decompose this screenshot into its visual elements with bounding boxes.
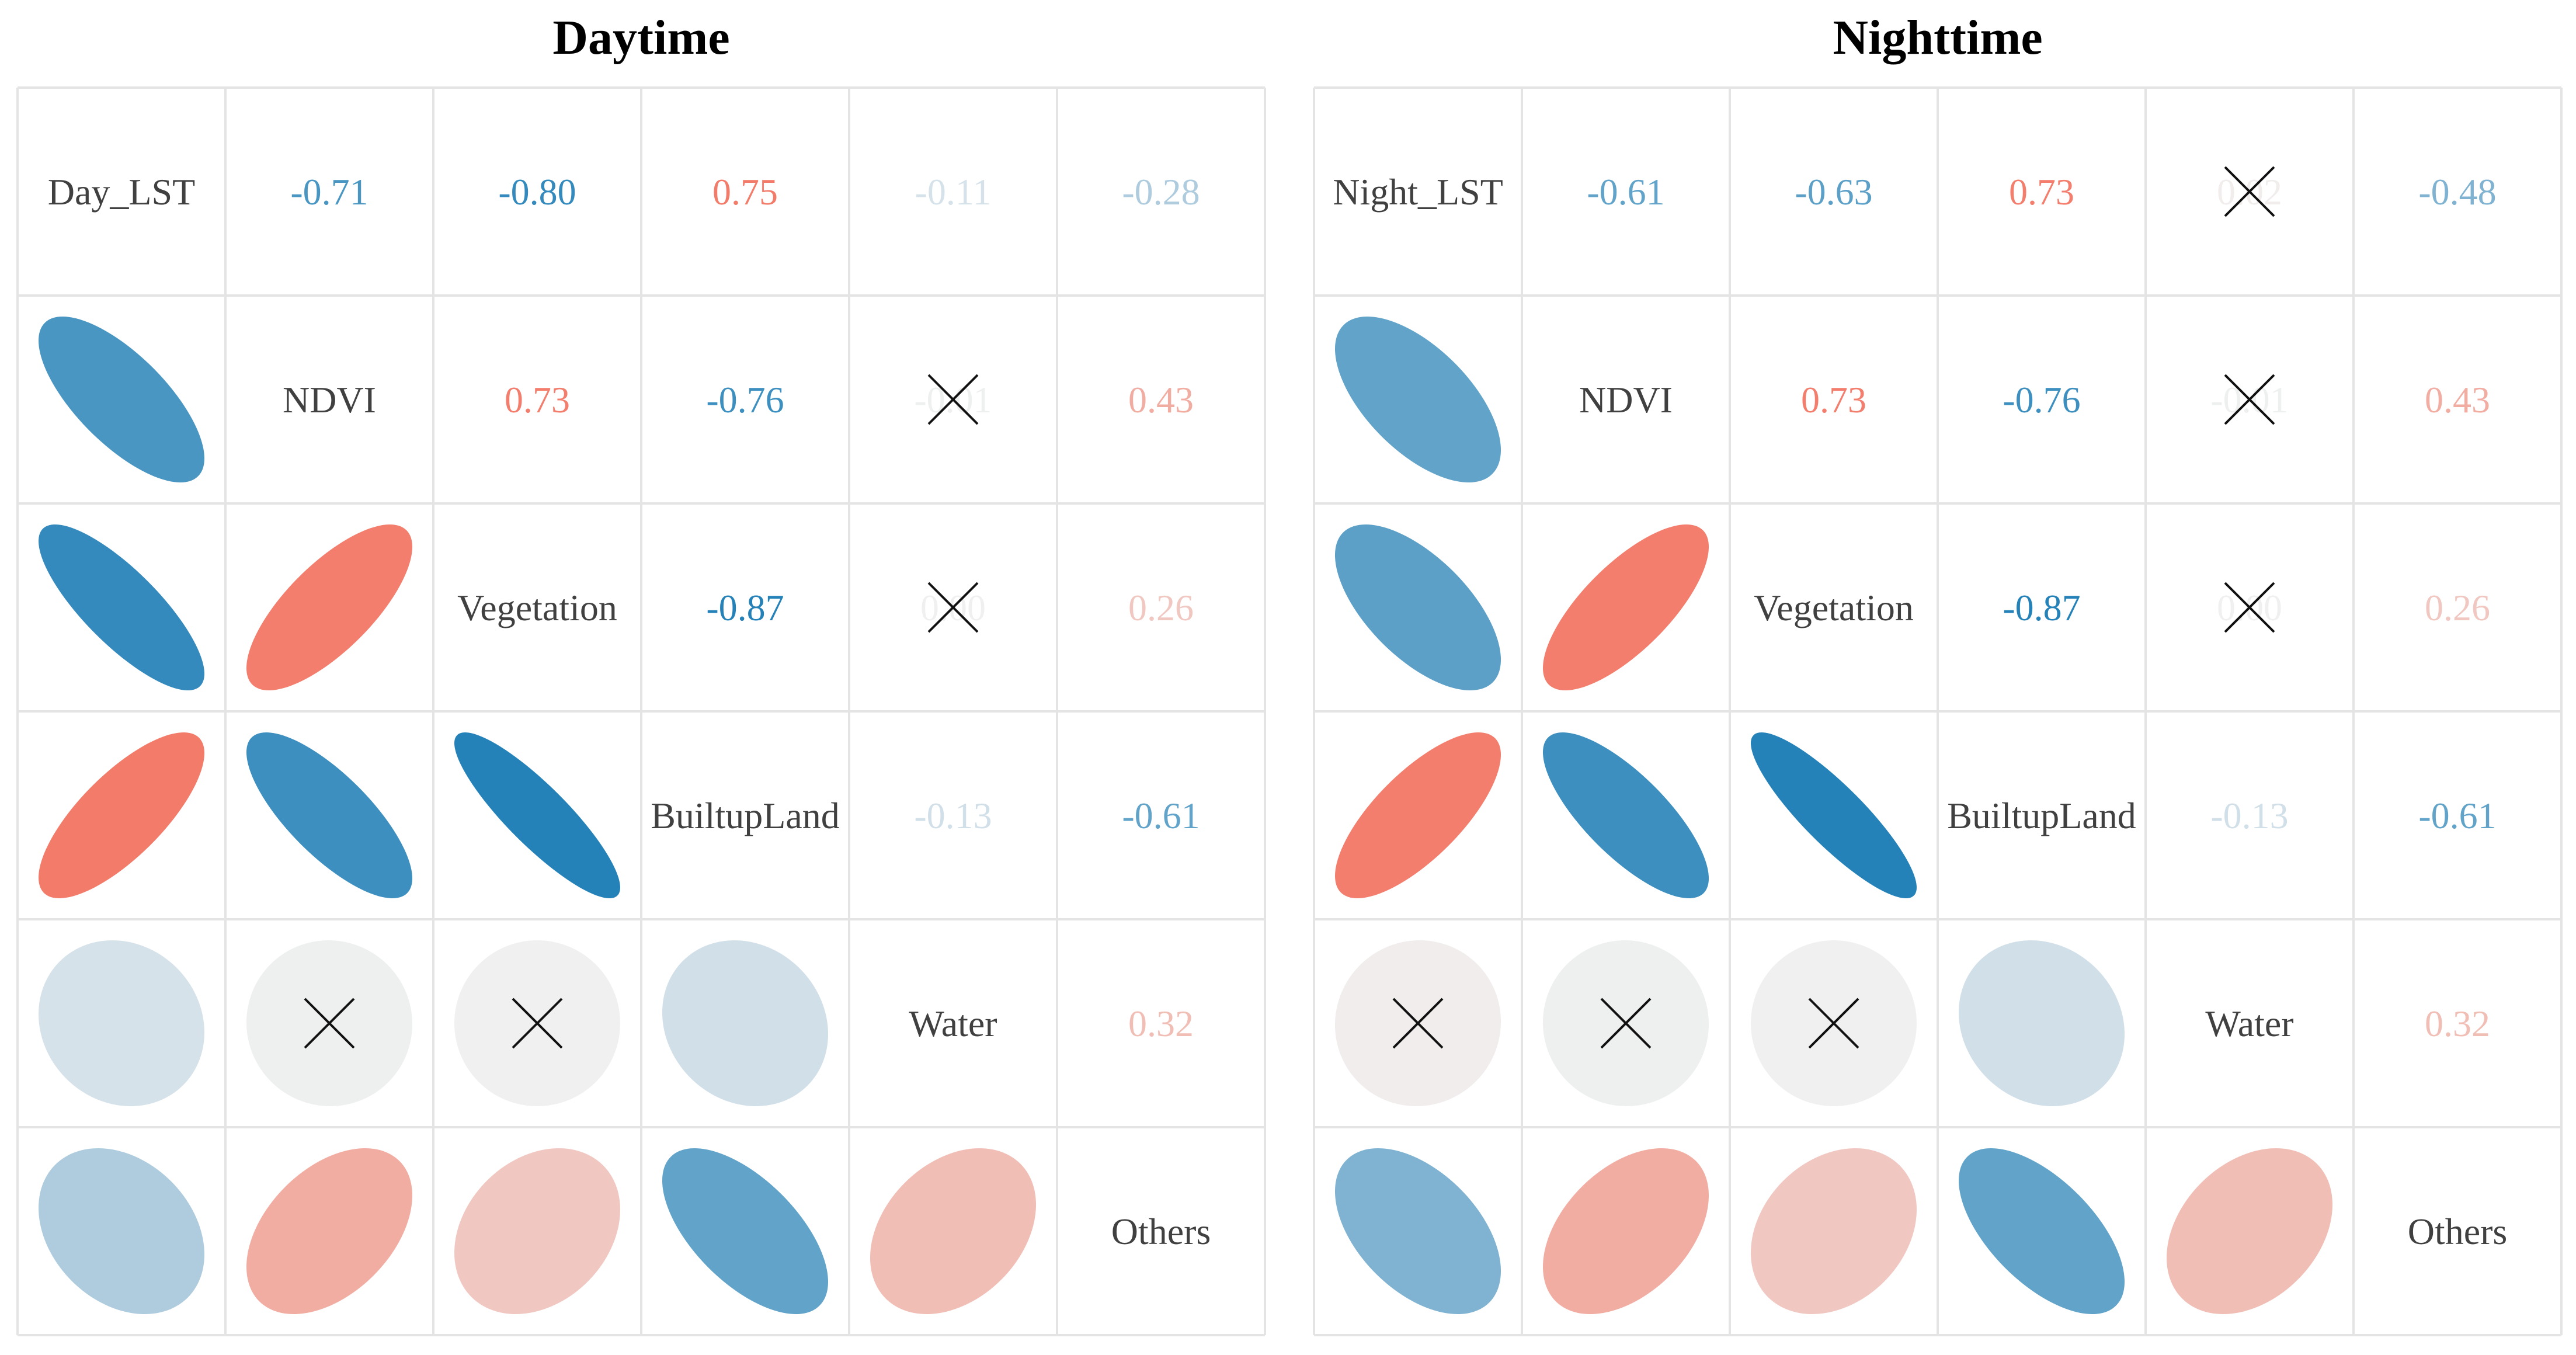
insignificant-cross	[2224, 374, 2275, 425]
correlation-ellipse	[1750, 732, 1917, 898]
coefficient-label: -0.76	[706, 379, 784, 421]
variable-label: Water	[909, 1003, 997, 1044]
grid	[1313, 86, 2563, 1336]
coefficient-label: -0.13	[914, 795, 992, 836]
variable-label: BuiltupLand	[1947, 795, 2136, 836]
grid	[16, 86, 1266, 1336]
variable-label: Night_LST	[1333, 171, 1503, 213]
coefficient-label: -0.63	[1795, 171, 1872, 213]
insignificant-cross	[2224, 166, 2275, 217]
insignificant-cross	[1392, 998, 1444, 1049]
panel-title: Daytime	[552, 11, 729, 65]
coefficient-label: 0.26	[2425, 587, 2490, 628]
correlation-ellipse	[454, 1148, 620, 1314]
coefficient-label: -0.61	[1122, 795, 1200, 836]
cross-stroke	[927, 582, 979, 633]
coefficient-label: -0.28	[1122, 171, 1200, 213]
correlation-ellipse	[1543, 524, 1709, 690]
insignificant-cross	[304, 998, 355, 1049]
coefficient-label: -0.87	[706, 587, 784, 628]
correlation-ellipse	[662, 940, 828, 1106]
insignificant-cross	[512, 998, 563, 1049]
correlation-ellipse	[39, 940, 204, 1106]
cross-stroke	[512, 998, 563, 1049]
correlation-ellipse	[39, 732, 204, 898]
variable-label: BuiltupLand	[651, 795, 840, 836]
variable-label: Vegetation	[1754, 587, 1914, 628]
coefficient-label: -0.87	[2003, 587, 2080, 628]
correlation-ellipse	[38, 1148, 204, 1315]
cross-stroke	[2224, 374, 2275, 425]
cross-stroke	[1600, 998, 1652, 1049]
coefficient-label: -0.80	[498, 171, 576, 213]
cross-stroke	[1392, 998, 1444, 1049]
coefficient-label: 0.26	[1128, 587, 1194, 628]
correlation-ellipse	[1959, 1148, 2125, 1315]
correlation-ellipse	[246, 732, 413, 898]
coefficient-label: 0.73	[2009, 171, 2074, 213]
nighttime-panel: NighttimeNight_LST-0.61-0.630.730.02-0.4…	[1313, 11, 2563, 1336]
cross-stroke	[304, 998, 355, 1049]
coefficient-label: -0.61	[2418, 795, 2496, 836]
correlation-ellipse	[662, 1148, 829, 1315]
insignificant-cross	[1600, 998, 1652, 1049]
variable-label: Water	[2205, 1003, 2293, 1044]
correlation-ellipse	[2167, 1148, 2333, 1314]
insignificant-cross	[927, 582, 979, 633]
variable-label: Day_LST	[48, 171, 195, 213]
correlation-ellipse	[1751, 1148, 1917, 1314]
coefficient-label: 0.75	[712, 171, 778, 213]
coefficient-label: 0.43	[2425, 379, 2490, 421]
coefficient-label: 0.32	[1128, 1003, 1194, 1044]
correlation-ellipse	[246, 1148, 412, 1315]
coefficient-label: -0.11	[915, 171, 992, 213]
coefficient-label: -0.13	[2210, 795, 2288, 836]
cross-stroke	[1808, 998, 1859, 1049]
correlation-ellipse	[454, 732, 621, 898]
variable-label: NDVI	[283, 379, 376, 421]
correlation-ellipse	[39, 524, 204, 690]
cross-stroke	[2224, 582, 2275, 633]
correlation-ellipse	[1335, 1148, 1501, 1314]
correlation-ellipse	[246, 524, 413, 691]
cross-stroke	[927, 374, 979, 425]
coefficient-label: -0.71	[290, 171, 368, 213]
coefficient-label: 0.32	[2425, 1003, 2490, 1044]
correlation-ellipse	[1542, 1148, 1709, 1315]
coefficient-label: 0.43	[1128, 379, 1194, 421]
coefficient-label: -0.76	[2003, 379, 2080, 421]
correlation-ellipse	[1543, 732, 1709, 898]
insignificant-cross	[2224, 582, 2275, 633]
correlation-ellipse	[1959, 940, 2125, 1107]
cross-stroke	[2224, 166, 2275, 217]
variable-label: Others	[1111, 1211, 1211, 1252]
variable-label: Others	[2408, 1211, 2508, 1252]
variable-label: NDVI	[1579, 379, 1673, 421]
correlation-ellipse	[1335, 732, 1501, 898]
correlation-ellipse	[39, 316, 205, 482]
coefficient-label: 0.73	[1801, 379, 1866, 421]
insignificant-cross	[927, 374, 979, 425]
correlation-ellipse	[870, 1148, 1036, 1315]
correlation-ellipse	[1335, 524, 1501, 690]
coefficient-label: 0.73	[505, 379, 570, 421]
daytime-panel: Daytime Day_LST -0.71 -0.80 0.75 -0.11 -0.28 ND…	[16, 11, 1266, 1336]
insignificant-cross	[1808, 998, 1859, 1049]
coefficient-label: -0.48	[2418, 171, 2496, 213]
coefficient-label: -0.61	[1587, 171, 1664, 213]
variable-label: Vegetation	[457, 587, 617, 628]
panel-title: Nighttime	[1833, 11, 2042, 65]
correlation-ellipse	[1335, 317, 1501, 483]
